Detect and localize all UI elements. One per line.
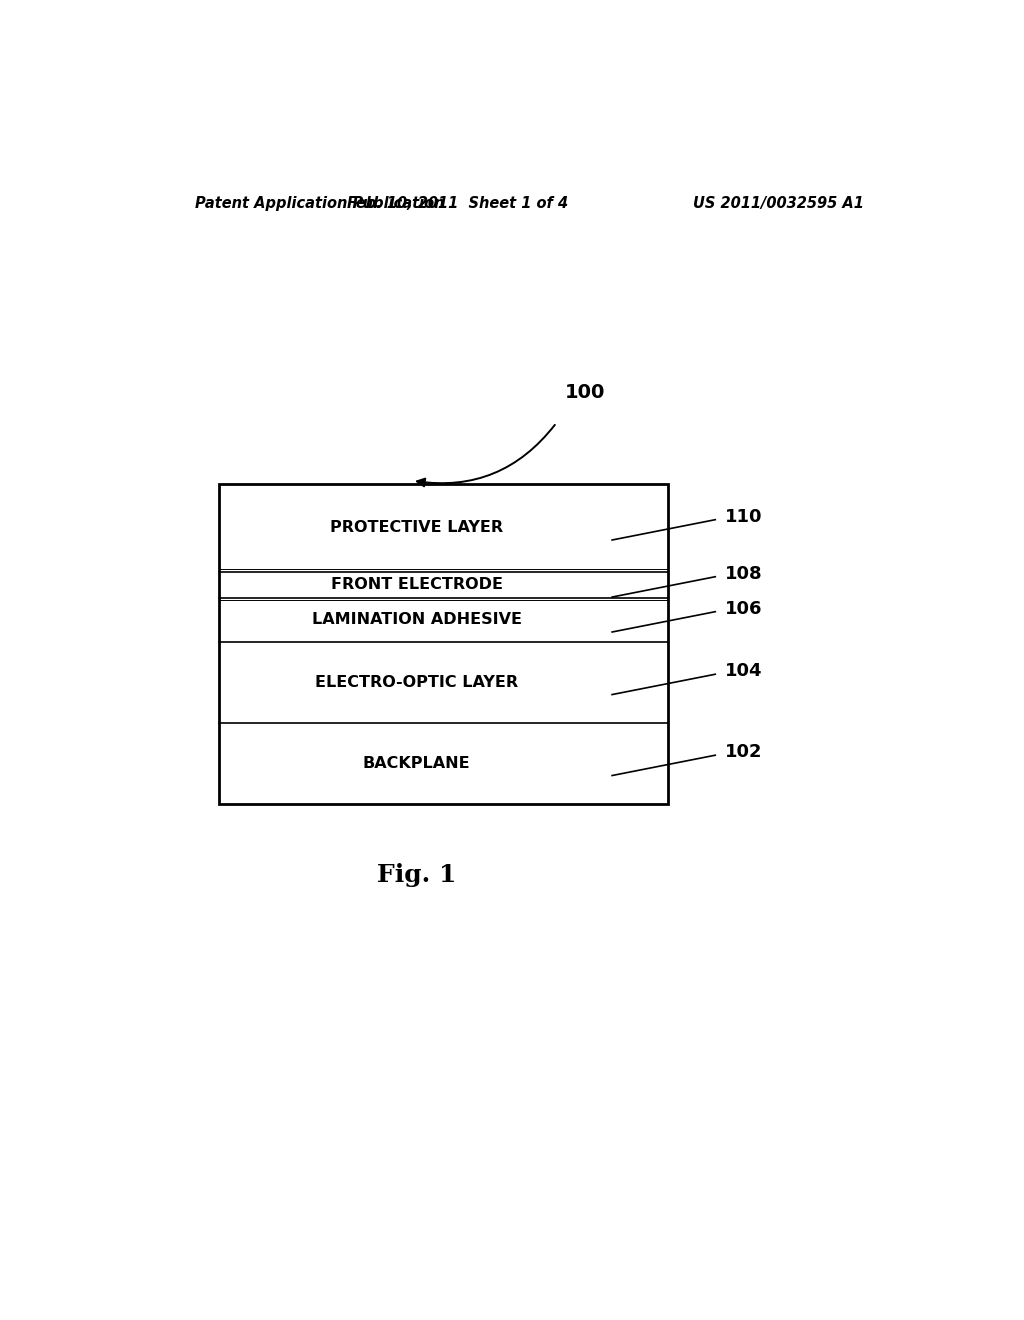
Text: FRONT ELECTRODE: FRONT ELECTRODE: [331, 577, 503, 593]
Text: PROTECTIVE LAYER: PROTECTIVE LAYER: [330, 520, 503, 536]
Text: 106: 106: [725, 599, 762, 618]
Text: US 2011/0032595 A1: US 2011/0032595 A1: [693, 195, 864, 211]
Text: Patent Application Publication: Patent Application Publication: [196, 195, 445, 211]
Text: 102: 102: [725, 743, 762, 762]
Text: BACKPLANE: BACKPLANE: [362, 756, 470, 771]
Bar: [219, 483, 668, 804]
Text: Fig. 1: Fig. 1: [377, 863, 457, 887]
Text: Feb. 10, 2011  Sheet 1 of 4: Feb. 10, 2011 Sheet 1 of 4: [347, 195, 568, 211]
Text: LAMINATION ADHESIVE: LAMINATION ADHESIVE: [311, 612, 521, 627]
Text: 108: 108: [725, 565, 763, 582]
Text: 110: 110: [725, 508, 762, 525]
Text: 104: 104: [725, 663, 762, 680]
Text: ELECTRO-OPTIC LAYER: ELECTRO-OPTIC LAYER: [315, 675, 518, 690]
Text: 100: 100: [564, 383, 605, 403]
